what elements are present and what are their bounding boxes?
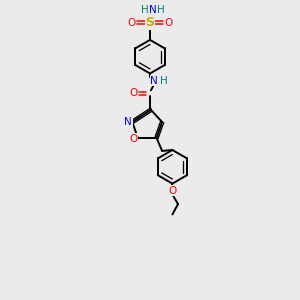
Text: N: N — [124, 117, 132, 127]
Text: O: O — [129, 88, 137, 98]
Text: H: H — [160, 76, 167, 85]
Text: H: H — [157, 5, 165, 15]
Text: O: O — [164, 18, 173, 28]
Text: O: O — [127, 18, 136, 28]
Text: H: H — [140, 5, 148, 15]
Text: S: S — [146, 16, 154, 29]
Text: N: N — [149, 5, 157, 15]
Text: O: O — [130, 134, 138, 144]
Text: N: N — [150, 76, 158, 85]
Text: O: O — [168, 186, 176, 196]
